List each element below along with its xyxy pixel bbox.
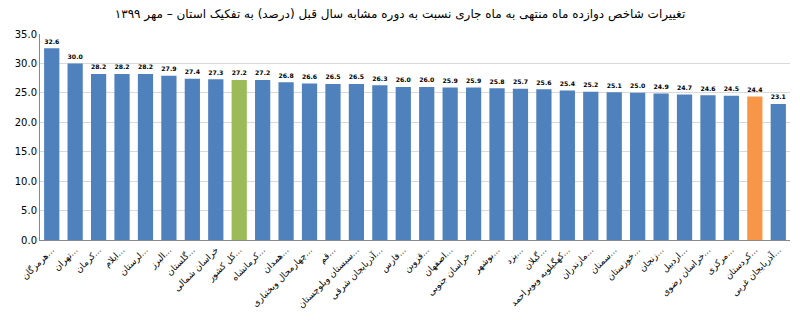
svg-text:28.2: 28.2 <box>114 63 129 70</box>
svg-text:28.2: 28.2 <box>91 63 106 70</box>
svg-text:25.9: 25.9 <box>443 77 458 84</box>
svg-text:5.0: 5.0 <box>21 205 37 216</box>
svg-text:اردبیل...: اردبیل... <box>660 245 689 274</box>
svg-text:25.6: 25.6 <box>536 79 551 86</box>
svg-text:25.8: 25.8 <box>489 78 504 85</box>
svg-text:15.0: 15.0 <box>15 146 37 157</box>
svg-text:30.0: 30.0 <box>68 53 83 60</box>
svg-text:تهران...: تهران... <box>52 245 80 273</box>
svg-text:سمنان...: سمنان... <box>588 245 619 276</box>
svg-text:هرمزگان...: هرمزگان... <box>19 244 56 281</box>
svg-text:یزد...: یزد... <box>504 245 525 266</box>
svg-text:کرمانشاه...: کرمانشاه... <box>229 245 267 283</box>
svg-text:بوشهر...: بوشهر... <box>471 245 502 276</box>
svg-text:24.9: 24.9 <box>653 83 668 90</box>
svg-text:همدان...: همدان... <box>261 245 291 275</box>
svg-text:26.6: 26.6 <box>302 73 317 80</box>
svg-text:چهارمحال وبختیاری...: چهارمحال وبختیاری... <box>250 245 314 309</box>
svg-text:27.3: 27.3 <box>208 69 223 76</box>
svg-text:خراسان رضوی...: خراسان رضوی... <box>659 245 712 298</box>
svg-text:خوزستان...: خوزستان... <box>605 245 642 282</box>
svg-text:کرمان...: کرمان... <box>73 245 103 275</box>
svg-text:آذربایجان غربی...: آذربایجان غربی... <box>729 244 783 298</box>
svg-text:26.5: 26.5 <box>349 73 364 80</box>
svg-text:26.3: 26.3 <box>372 75 387 82</box>
svg-text:مرکزی...: مرکزی... <box>704 245 736 277</box>
svg-text:25.1: 25.1 <box>607 82 622 89</box>
svg-text:25.0: 25.0 <box>15 87 37 98</box>
svg-text:26.0: 26.0 <box>419 76 434 83</box>
svg-text:25.0: 25.0 <box>630 82 645 89</box>
svg-text:24.7: 24.7 <box>677 84 692 91</box>
svg-text:32.6: 32.6 <box>44 38 59 45</box>
svg-text:لرستان...: لرستان... <box>118 245 150 277</box>
svg-text:آذربایجان شرقی...: آذربایجان شرقی... <box>327 244 384 301</box>
svg-text:البرز...: البرز... <box>147 245 173 271</box>
svg-text:خراسان شمالی: خراسان شمالی <box>172 245 220 293</box>
svg-text:26.5: 26.5 <box>325 73 340 80</box>
svg-text:فارس...: فارس... <box>379 245 408 274</box>
svg-text:26.8: 26.8 <box>278 72 293 79</box>
svg-text:27.9: 27.9 <box>161 65 176 72</box>
svg-text:24.6: 24.6 <box>700 85 715 92</box>
svg-text:25.9: 25.9 <box>466 77 481 84</box>
svg-text:24.4: 24.4 <box>747 86 762 93</box>
svg-text:35.0: 35.0 <box>15 29 37 40</box>
svg-text:25.2: 25.2 <box>583 81 598 88</box>
svg-text:تغییرات شاخص دوازده ماه منتهی: تغییرات شاخص دوازده ماه منتهی به ماه جار… <box>115 7 686 22</box>
svg-text:0.0: 0.0 <box>21 235 37 246</box>
svg-text:25.7: 25.7 <box>513 78 528 85</box>
svg-text:25.4: 25.4 <box>560 80 575 87</box>
svg-text:سیستان وبلوچستان...: سیستان وبلوچستان... <box>296 245 361 310</box>
svg-text:اصفهان...: اصفهان... <box>422 245 455 278</box>
svg-text:گلستان...: گلستان... <box>164 244 197 277</box>
svg-text:28.2: 28.2 <box>138 63 153 70</box>
svg-text:زنجان...: زنجان... <box>637 245 666 274</box>
svg-text:قم...: قم... <box>317 245 338 266</box>
svg-text:قزوین...: قزوین... <box>402 245 431 274</box>
svg-text:گیلان...: گیلان... <box>521 244 548 271</box>
svg-text:کردستان...: کردستان... <box>723 245 759 281</box>
svg-text:27.4: 27.4 <box>185 68 200 75</box>
svg-text:26.0: 26.0 <box>396 76 411 83</box>
svg-text:کل کشور...: کل کشور... <box>205 245 244 284</box>
svg-text:27.2: 27.2 <box>232 69 247 76</box>
svg-text:ایلام...: ایلام... <box>102 245 126 269</box>
svg-text:23.1: 23.1 <box>771 93 786 100</box>
svg-text:24.5: 24.5 <box>724 85 739 92</box>
svg-text:خراسان جنوبی...: خراسان جنوبی... <box>426 245 479 298</box>
svg-text:30.0: 30.0 <box>15 58 37 69</box>
svg-text:10.0: 10.0 <box>15 176 37 187</box>
svg-text:مازندران...: مازندران... <box>559 245 595 281</box>
svg-text:27.2: 27.2 <box>255 69 270 76</box>
svg-text:کهگیلویه وبویراحمد...: کهگیلویه وبویراحمد... <box>508 244 572 308</box>
svg-text:20.0: 20.0 <box>15 117 37 128</box>
